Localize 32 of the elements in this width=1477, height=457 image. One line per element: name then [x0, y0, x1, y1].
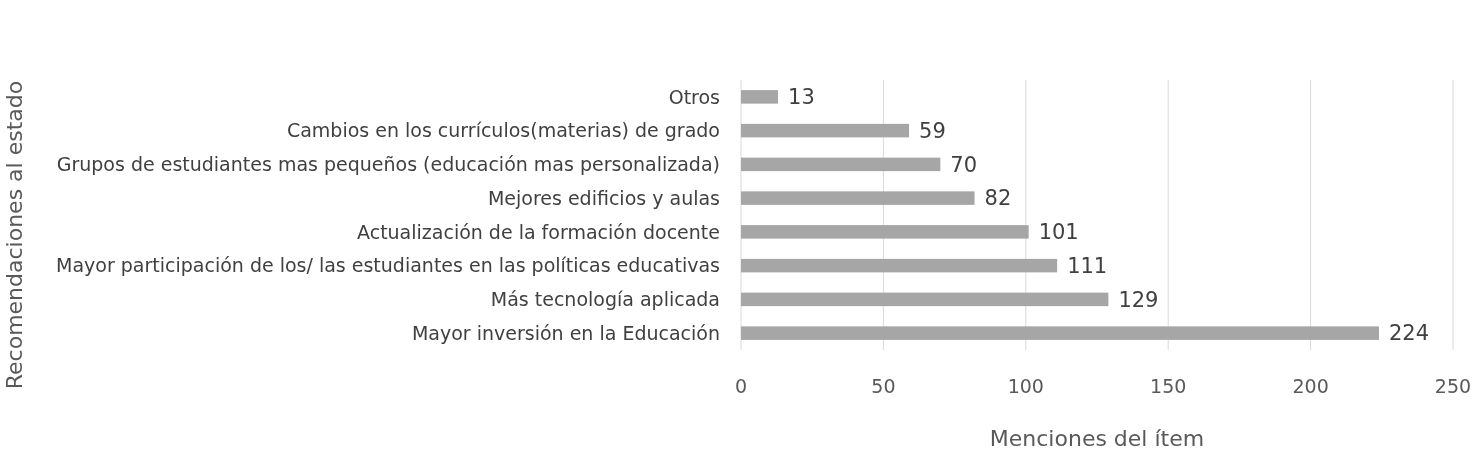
y-tick-label: Más tecnología aplicada	[490, 288, 720, 311]
x-tick-label: 250	[1434, 375, 1472, 397]
data-label: 59	[919, 118, 946, 143]
data-label: 70	[950, 152, 978, 177]
data-label: 13	[788, 85, 815, 110]
bar	[741, 292, 1109, 307]
bar	[741, 258, 1058, 273]
x-tick-label: 150	[1150, 375, 1187, 397]
y-tick-label: Grupos de estudiantes mas pequeños (educación mas personalizada)	[56, 153, 720, 176]
x-tick-label: 200	[1292, 375, 1329, 397]
bar	[741, 191, 975, 205]
y-tick-label: Mejores edificios y aulas	[487, 186, 720, 209]
data-label: 101	[1038, 220, 1079, 245]
bar	[741, 123, 910, 138]
y-tick-label: Mayor inversión en la Educación	[411, 321, 720, 344]
data-label: 111	[1067, 253, 1108, 278]
bar	[741, 157, 941, 172]
bar	[741, 225, 1029, 239]
data-label: 129	[1118, 287, 1159, 312]
x-tick-label: 0	[734, 375, 748, 397]
y-axis-title: Recomendaciones al estado	[2, 80, 27, 390]
y-tick-label: Actualización de la formación docente	[357, 220, 720, 243]
y-tick-label: Otros	[668, 85, 720, 108]
x-tick-label: 50	[871, 375, 896, 397]
x-axis-title: Menciones del ítem	[989, 426, 1205, 451]
x-tick-label: 100	[1007, 375, 1044, 397]
data-label: 82	[984, 186, 1012, 211]
y-tick-label: Cambios en los currículos(materias) de grado	[286, 119, 720, 142]
y-tick-label: Mayor participación de los/ las estudiantes en las políticas educativas	[56, 254, 720, 277]
bar	[741, 326, 1379, 340]
bar	[741, 90, 779, 104]
data-label: 224	[1388, 321, 1430, 346]
